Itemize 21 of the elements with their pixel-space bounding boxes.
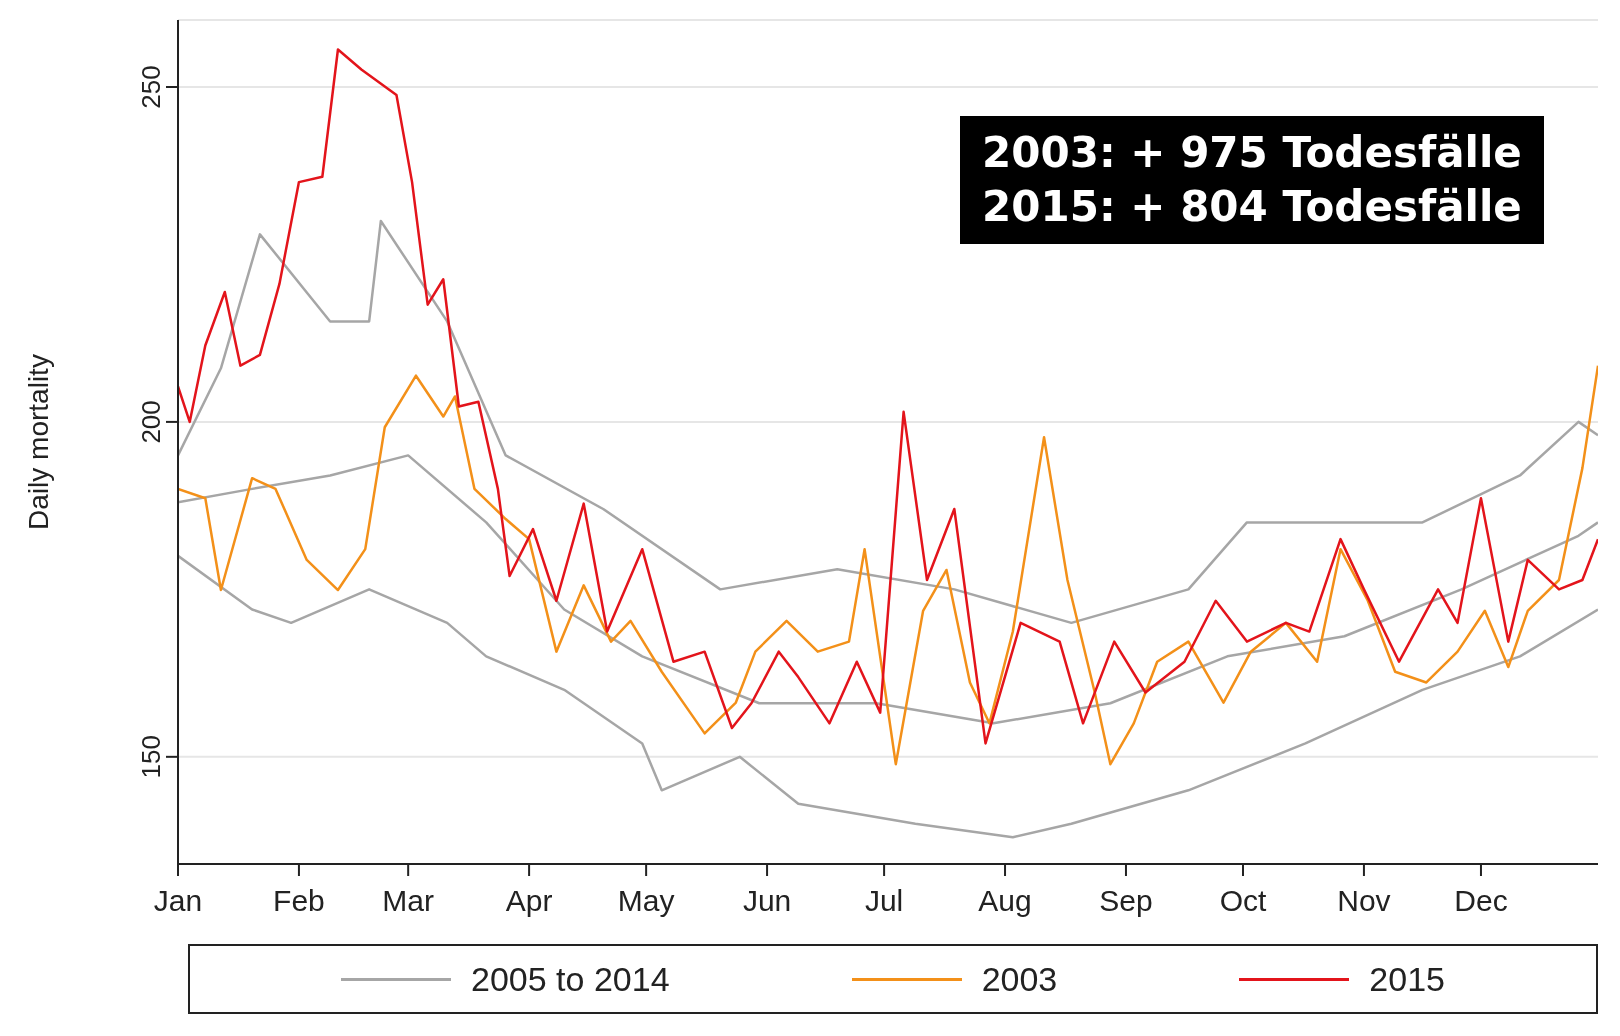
annotation: 2003: + 975 Todesfälle [982, 127, 1522, 179]
x-tick-label: Mar [382, 884, 434, 918]
x-tick-label: May [617, 884, 675, 918]
y-tick-label: 250 [136, 65, 166, 109]
y-axis-title: Daily mortality [22, 354, 54, 530]
x-tick-label: Jul [864, 884, 904, 918]
legend-label: 2005 to 2014 [471, 959, 670, 999]
x-tick-label: Dec [1454, 884, 1508, 918]
x-tick-label: Feb [273, 884, 325, 918]
x-tick-label: Nov [1337, 884, 1391, 918]
x-tick-label: Jun [742, 884, 792, 918]
x-tick-label: Oct [1219, 884, 1267, 918]
y-tick-label: 200 [136, 400, 166, 444]
x-tick-label: Aug [978, 884, 1032, 918]
x-tick-label: Apr [505, 884, 553, 918]
annotation: 2015: + 804 Todesfälle [982, 181, 1522, 233]
legend-label: 2015 [1369, 959, 1445, 999]
x-tick-label: Jan [153, 884, 203, 918]
x-tick-label: Sep [1099, 884, 1153, 918]
legend-label: 2003 [981, 959, 1058, 999]
y-tick-label: 150 [136, 735, 166, 779]
